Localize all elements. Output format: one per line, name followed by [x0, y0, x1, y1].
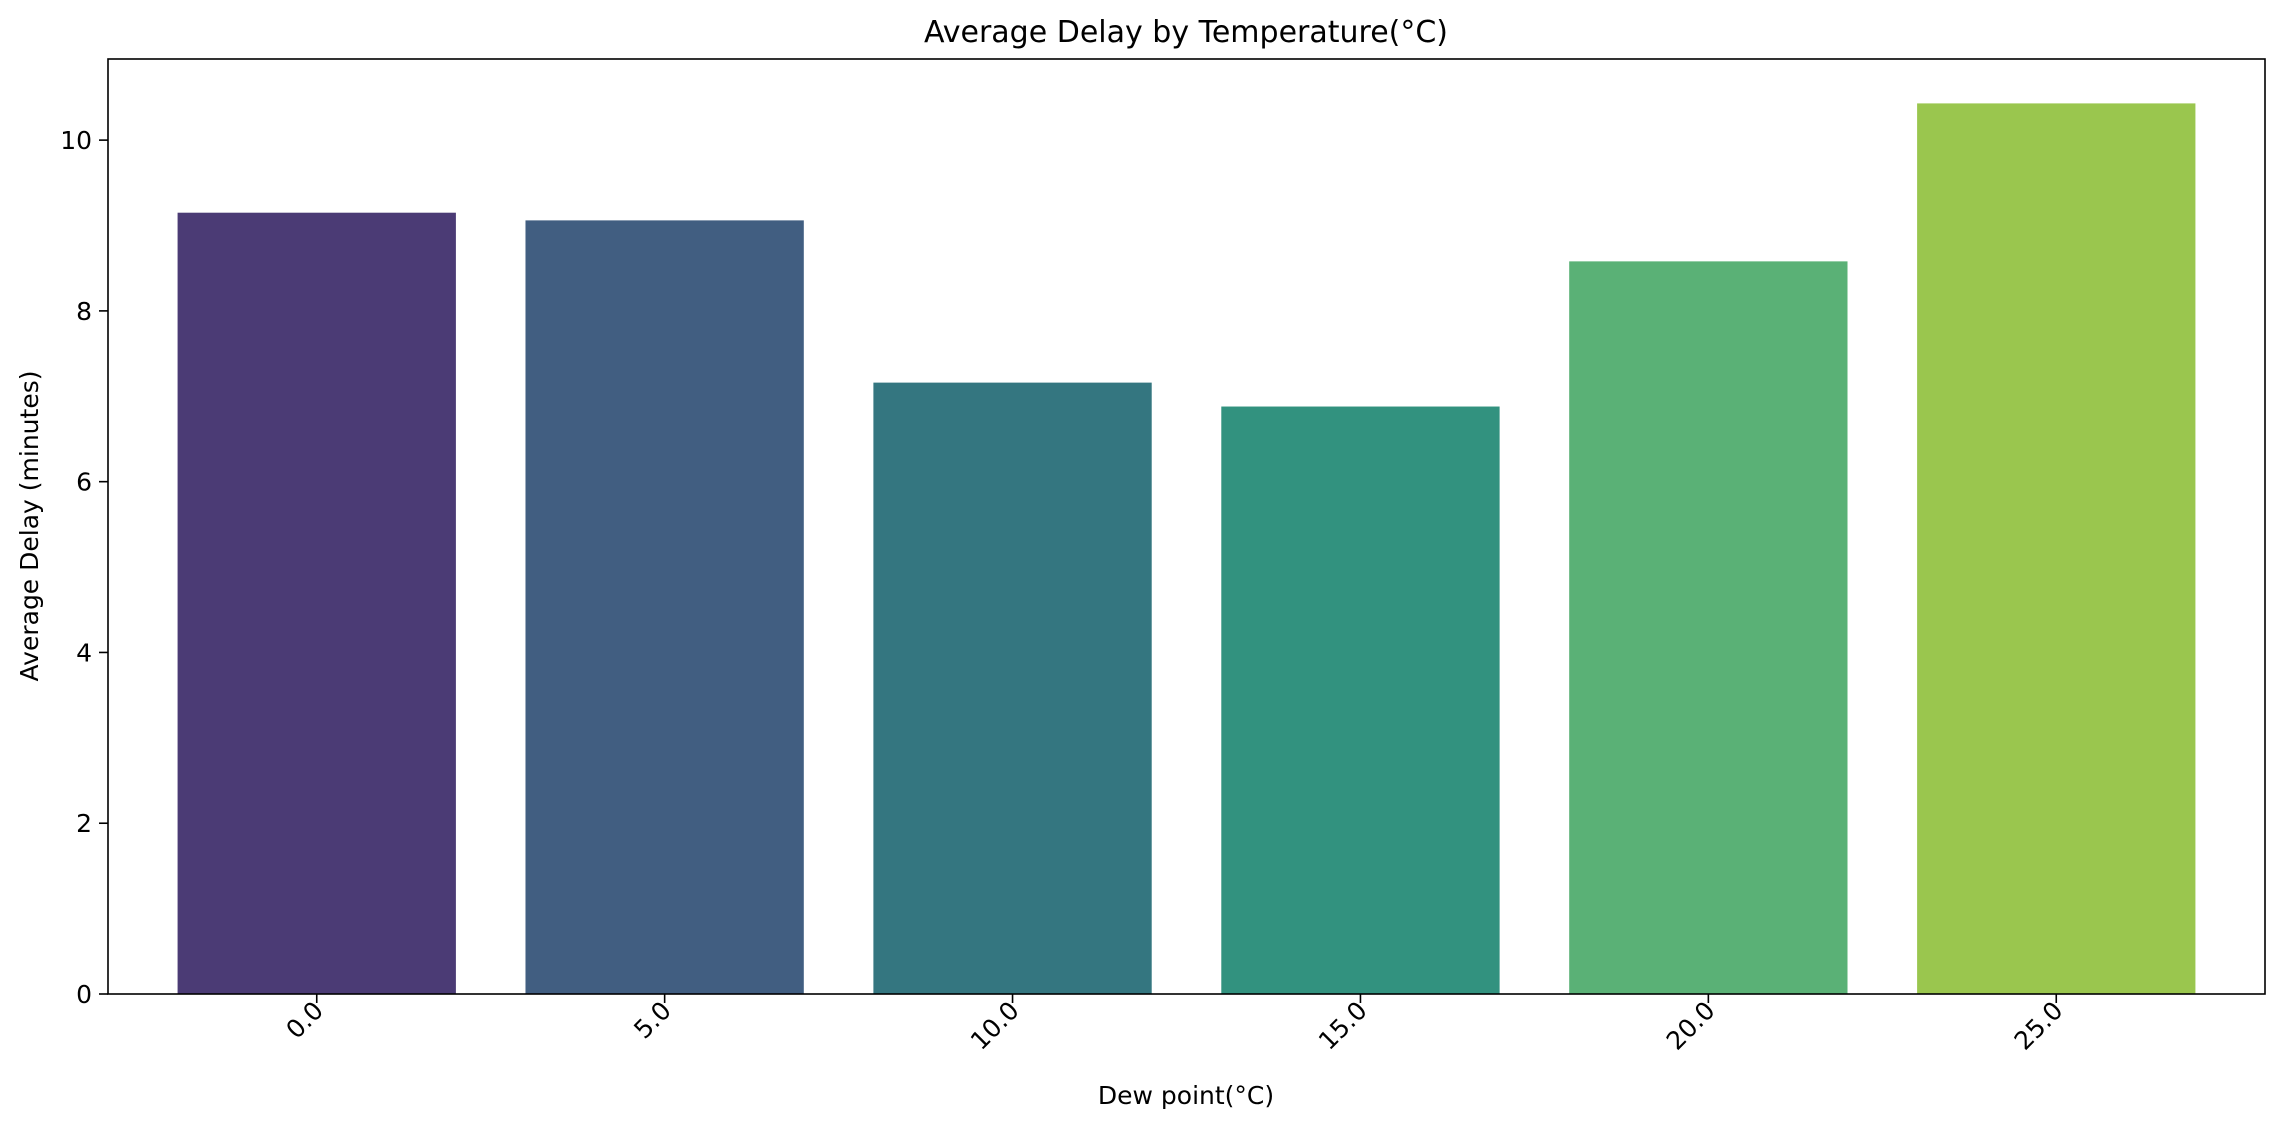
chart-title: Average Delay by Temperature(°C) [924, 15, 1448, 50]
x-tick-label: 0.0 [280, 996, 329, 1045]
y-tick-label: 6 [76, 468, 92, 497]
bar-10.0 [873, 382, 1152, 994]
bar-5.0 [525, 220, 804, 994]
bar-0.0 [177, 212, 456, 994]
x-tick-label: 25.0 [2009, 996, 2069, 1056]
bars [177, 103, 2196, 994]
plot-frame [107, 58, 2266, 995]
y-tick-label: 0 [76, 980, 92, 1009]
y-axis-ticks: 0 2 4 6 8 10 [60, 126, 108, 1009]
y-axis-label: Average Delay (minutes) [15, 371, 44, 682]
bar-20.0 [1569, 261, 1848, 994]
y-tick-label: 10 [60, 126, 92, 155]
bar-15.0 [1221, 406, 1500, 994]
x-tick-label: 20.0 [1661, 996, 1721, 1056]
bar-25.0 [1917, 103, 2196, 994]
y-tick-label: 2 [76, 809, 92, 838]
x-tick-label: 10.0 [965, 996, 1025, 1056]
x-tick-label: 15.0 [1313, 996, 1373, 1056]
y-tick-label: 4 [76, 638, 92, 667]
x-tick-label: 5.0 [628, 996, 677, 1045]
y-tick-label: 8 [76, 297, 92, 326]
x-axis-label: Dew point(°C) [1098, 1081, 1274, 1110]
x-axis-ticks: 0.0 5.0 10.0 15.0 20.0 25.0 [280, 994, 2069, 1056]
